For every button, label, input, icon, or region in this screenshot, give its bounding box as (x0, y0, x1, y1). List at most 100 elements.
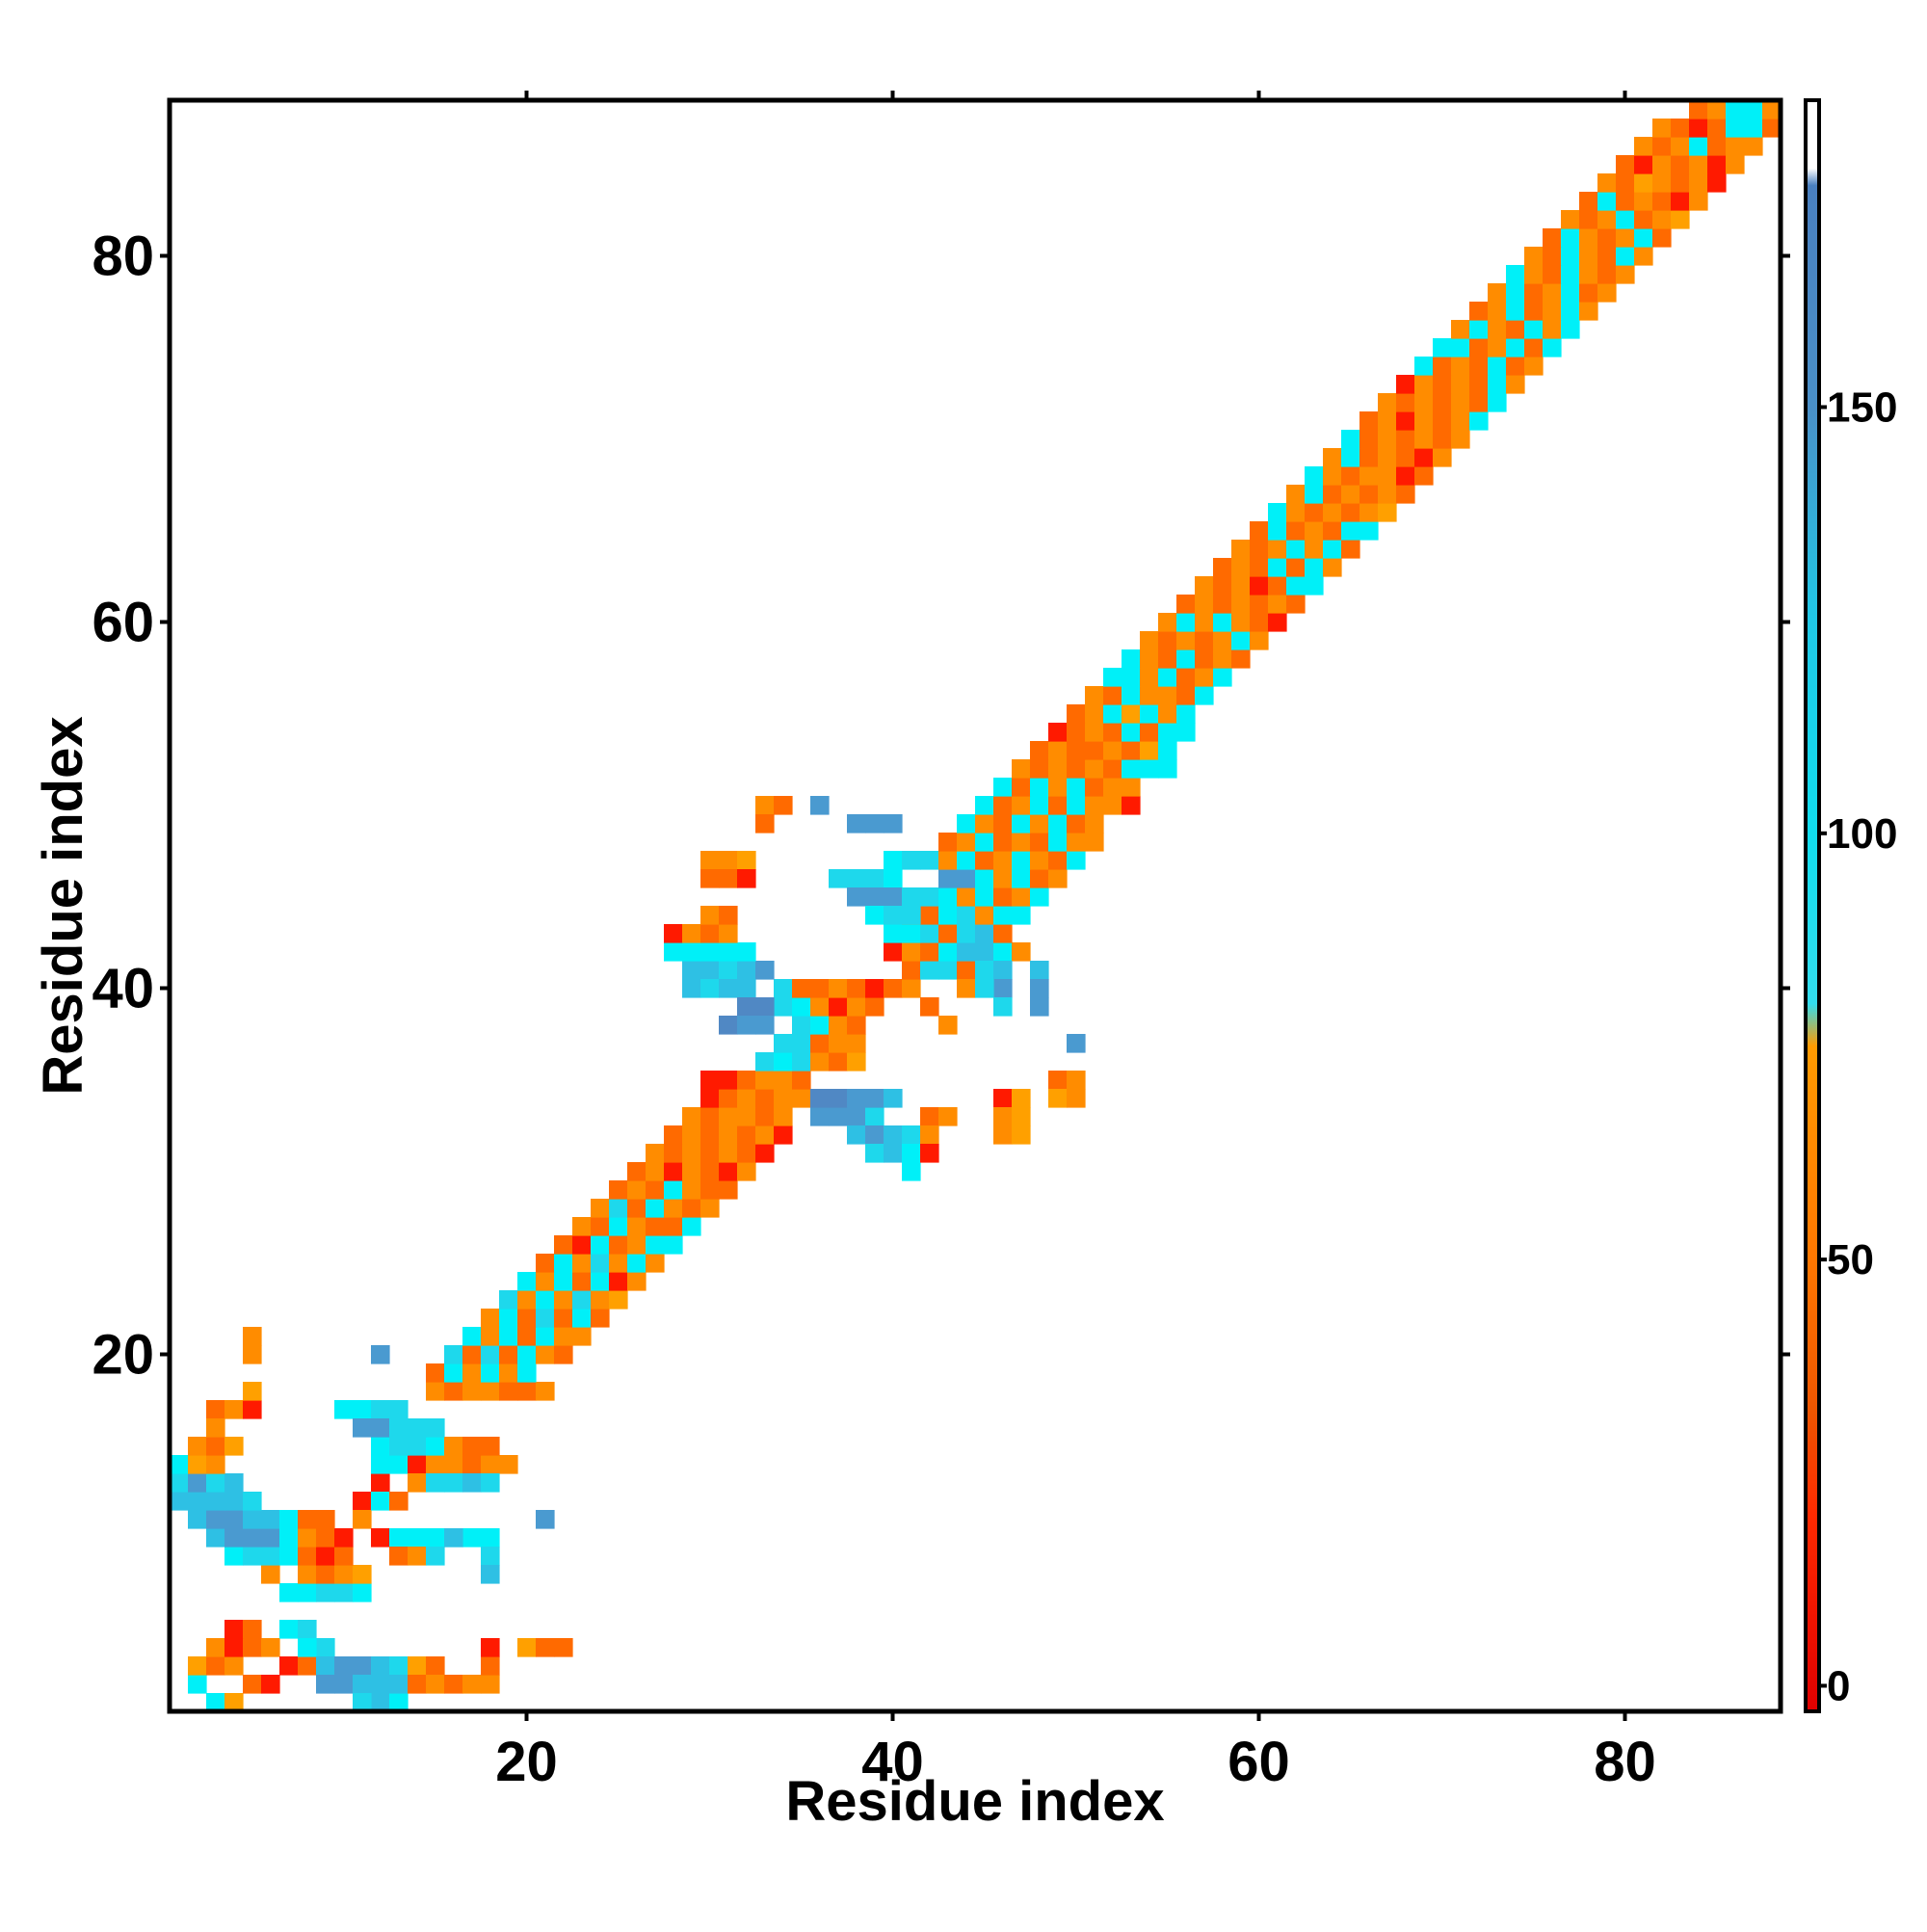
heatmap-cell (1103, 759, 1122, 779)
heatmap-cell (1506, 320, 1525, 339)
heatmap-cell (1140, 723, 1159, 742)
heatmap-cell (902, 1144, 921, 1163)
heatmap-cells (170, 100, 1782, 1712)
heatmap-cell (1414, 466, 1434, 486)
heatmap-cell (737, 942, 756, 962)
heatmap-cell (902, 1162, 921, 1181)
heatmap-cell (1122, 741, 1141, 760)
heatmap-cell (774, 979, 793, 998)
heatmap-cell (682, 1180, 701, 1200)
heatmap-cell (243, 1327, 262, 1346)
heatmap-cell (298, 1656, 317, 1676)
heatmap-cell (408, 1656, 427, 1676)
heatmap-cell (664, 1144, 683, 1163)
heatmap-cell (1158, 631, 1177, 650)
heatmap-cell (847, 869, 866, 888)
heatmap-cell (902, 1125, 921, 1145)
heatmap-cell (920, 942, 939, 962)
heatmap-cell (1671, 192, 1690, 211)
heatmap-cell (646, 1199, 665, 1218)
heatmap-cell (1012, 1089, 1031, 1108)
heatmap-cell (206, 1473, 225, 1493)
heatmap-cell (1103, 796, 1122, 815)
heatmap-cell (1597, 192, 1617, 211)
heatmap-cell (755, 1089, 775, 1108)
heatmap-cell (1469, 338, 1489, 357)
heatmap-cell (1744, 119, 1763, 138)
heatmap-cell (810, 1052, 830, 1072)
heatmap-cell (1268, 558, 1287, 577)
heatmap-cell (1543, 320, 1562, 339)
heatmap-cell (371, 1693, 390, 1712)
heatmap-cell (1140, 686, 1159, 705)
heatmap-cell (993, 961, 1013, 980)
heatmap-cell (719, 1144, 738, 1163)
heatmap-cell (1012, 1107, 1031, 1126)
heatmap-cell (884, 1144, 903, 1163)
heatmap-cell (920, 1144, 939, 1163)
heatmap-cell (1012, 1125, 1031, 1145)
y-tick-label: 40 (92, 958, 154, 1020)
heatmap-cell (1268, 613, 1287, 632)
heatmap-cell (170, 1492, 189, 1511)
heatmap-cell (627, 1180, 647, 1200)
heatmap-cell (737, 997, 756, 1017)
heatmap-cell (206, 1638, 225, 1657)
heatmap-cell (243, 1638, 262, 1657)
heatmap-cell (1359, 503, 1379, 522)
heatmap-cell (499, 1290, 518, 1310)
heatmap-cell (1359, 448, 1379, 467)
heatmap-cell (1579, 247, 1598, 266)
heatmap-cell (719, 924, 738, 943)
heatmap-cell (462, 1327, 482, 1346)
heatmap-cell (371, 1473, 390, 1493)
heatmap-cell (1451, 393, 1470, 412)
heatmap-cell (1048, 1089, 1068, 1108)
heatmap-cell (627, 1235, 647, 1255)
heatmap-cell (1616, 192, 1635, 211)
heatmap-cell (774, 1071, 793, 1090)
heatmap-cell (810, 1016, 830, 1035)
heatmap-cell (1433, 430, 1452, 449)
heatmap-cell (792, 997, 811, 1017)
heatmap-cell (261, 1547, 280, 1566)
heatmap-cell (1323, 466, 1342, 486)
heatmap-cell (993, 906, 1013, 925)
heatmap-cell (389, 1547, 409, 1566)
heatmap-cell (316, 1510, 335, 1529)
heatmap-cell (1414, 357, 1434, 376)
heatmap-cell (481, 1345, 500, 1364)
heatmap-cell (755, 997, 775, 1017)
heatmap-cell (737, 961, 756, 980)
heatmap-cell (847, 1052, 866, 1072)
heatmap-cell (1067, 833, 1086, 852)
heatmap-cell (957, 961, 976, 980)
heatmap-cell (865, 1089, 884, 1108)
heatmap-cell (371, 1418, 390, 1438)
heatmap-cell (1341, 466, 1360, 486)
heatmap-cell (1085, 778, 1104, 797)
y-tick-label: 60 (92, 592, 154, 654)
heatmap-cell (1451, 320, 1470, 339)
heatmap-cell (1597, 283, 1617, 303)
heatmap-cell (1579, 210, 1598, 229)
heatmap-cell (920, 906, 939, 925)
heatmap-cell (243, 1547, 262, 1566)
heatmap-cell (1359, 521, 1379, 541)
heatmap-cell (884, 887, 903, 907)
heatmap-cell (243, 1345, 262, 1364)
heatmap-cell (1176, 723, 1196, 742)
heatmap-cell (920, 924, 939, 943)
heatmap-cell (719, 906, 738, 925)
heatmap-cell (719, 869, 738, 888)
heatmap-cell (1469, 411, 1489, 431)
heatmap-cell (389, 1528, 409, 1548)
heatmap-cell (1652, 137, 1672, 156)
heatmap-cell (1268, 540, 1287, 559)
heatmap-cell (1012, 869, 1031, 888)
heatmap-cell (1286, 558, 1306, 577)
heatmap-cell (1048, 778, 1068, 797)
heatmap-cell (261, 1675, 280, 1694)
heatmap-cell (536, 1638, 555, 1657)
